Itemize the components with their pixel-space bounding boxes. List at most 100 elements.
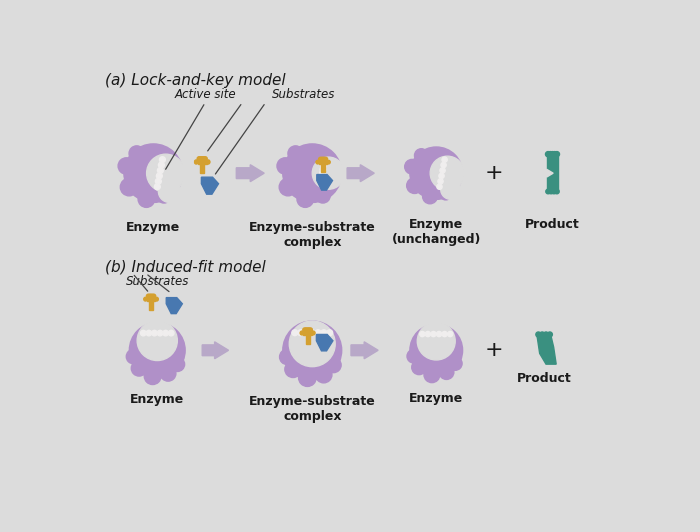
Text: Enzyme: Enzyme bbox=[126, 221, 181, 234]
Text: (a) Lock-and-key model: (a) Lock-and-key model bbox=[104, 73, 285, 88]
Polygon shape bbox=[537, 336, 556, 364]
Bar bbox=[200, 164, 204, 173]
Text: +: + bbox=[485, 163, 504, 183]
Circle shape bbox=[203, 157, 207, 161]
Circle shape bbox=[279, 350, 295, 364]
Circle shape bbox=[199, 157, 202, 161]
Circle shape bbox=[158, 330, 163, 336]
Circle shape bbox=[146, 154, 185, 192]
Circle shape bbox=[289, 321, 335, 367]
Circle shape bbox=[279, 178, 297, 196]
Text: Active site: Active site bbox=[174, 88, 236, 101]
Circle shape bbox=[424, 367, 440, 383]
Polygon shape bbox=[202, 177, 218, 194]
Circle shape bbox=[137, 321, 177, 361]
Circle shape bbox=[442, 157, 447, 162]
Circle shape bbox=[163, 330, 169, 336]
Circle shape bbox=[546, 189, 550, 194]
Circle shape bbox=[447, 331, 453, 337]
Circle shape bbox=[202, 157, 206, 161]
Circle shape bbox=[312, 332, 315, 335]
Circle shape bbox=[283, 144, 342, 203]
Circle shape bbox=[407, 350, 421, 363]
Bar bbox=[321, 164, 325, 172]
Circle shape bbox=[150, 294, 154, 298]
Circle shape bbox=[321, 157, 325, 161]
Bar bbox=[319, 160, 328, 164]
Circle shape bbox=[160, 365, 176, 381]
Circle shape bbox=[441, 179, 461, 200]
Circle shape bbox=[326, 358, 341, 372]
Circle shape bbox=[299, 369, 316, 386]
Circle shape bbox=[321, 163, 326, 169]
Circle shape bbox=[169, 330, 174, 336]
FancyArrow shape bbox=[347, 165, 374, 181]
Circle shape bbox=[312, 157, 344, 189]
Text: +: + bbox=[485, 340, 504, 360]
Circle shape bbox=[319, 174, 325, 180]
Circle shape bbox=[547, 152, 553, 157]
Circle shape bbox=[549, 189, 553, 194]
Circle shape bbox=[442, 331, 447, 337]
Circle shape bbox=[155, 178, 161, 184]
Text: Enzyme: Enzyme bbox=[130, 393, 184, 406]
Circle shape bbox=[300, 331, 304, 334]
Circle shape bbox=[545, 152, 551, 157]
Circle shape bbox=[148, 294, 151, 298]
Circle shape bbox=[439, 173, 444, 179]
Polygon shape bbox=[316, 335, 333, 351]
Text: Enzyme
(unchanged): Enzyme (unchanged) bbox=[391, 218, 481, 246]
Bar bbox=[303, 331, 312, 335]
Circle shape bbox=[554, 189, 559, 194]
Circle shape bbox=[126, 350, 141, 364]
Circle shape bbox=[155, 297, 158, 301]
Circle shape bbox=[144, 368, 161, 385]
Circle shape bbox=[438, 179, 443, 184]
Circle shape bbox=[298, 330, 304, 336]
Circle shape bbox=[440, 168, 445, 173]
Circle shape bbox=[552, 189, 556, 194]
Circle shape bbox=[309, 328, 312, 332]
Text: Substrates: Substrates bbox=[126, 275, 190, 288]
Circle shape bbox=[547, 332, 552, 337]
Circle shape bbox=[327, 161, 330, 164]
Circle shape bbox=[200, 157, 204, 161]
Circle shape bbox=[323, 157, 326, 161]
Circle shape bbox=[417, 322, 455, 360]
Circle shape bbox=[292, 330, 298, 336]
Circle shape bbox=[441, 162, 446, 168]
Circle shape bbox=[132, 361, 147, 376]
Circle shape bbox=[316, 160, 319, 163]
Circle shape bbox=[120, 178, 138, 196]
Circle shape bbox=[158, 162, 164, 168]
Circle shape bbox=[152, 330, 158, 336]
Circle shape bbox=[277, 158, 293, 174]
Circle shape bbox=[285, 361, 301, 378]
Bar bbox=[149, 301, 153, 310]
Bar bbox=[197, 160, 206, 164]
Circle shape bbox=[297, 191, 314, 207]
Circle shape bbox=[439, 187, 452, 200]
Polygon shape bbox=[166, 297, 183, 314]
Circle shape bbox=[300, 332, 304, 335]
Circle shape bbox=[410, 324, 463, 377]
Circle shape bbox=[437, 184, 442, 189]
Circle shape bbox=[324, 157, 328, 161]
Circle shape bbox=[146, 294, 150, 298]
Circle shape bbox=[138, 191, 155, 207]
Circle shape bbox=[157, 188, 172, 203]
FancyArrow shape bbox=[202, 342, 228, 359]
Circle shape bbox=[206, 160, 210, 163]
FancyArrow shape bbox=[237, 165, 264, 181]
Circle shape bbox=[540, 332, 545, 337]
Circle shape bbox=[144, 298, 147, 301]
Circle shape bbox=[316, 188, 330, 203]
Circle shape bbox=[414, 149, 428, 162]
Circle shape bbox=[543, 332, 549, 337]
Circle shape bbox=[536, 332, 541, 337]
Circle shape bbox=[158, 180, 181, 203]
Circle shape bbox=[430, 331, 436, 337]
Circle shape bbox=[425, 331, 430, 337]
Circle shape bbox=[152, 294, 155, 298]
Circle shape bbox=[423, 189, 438, 204]
